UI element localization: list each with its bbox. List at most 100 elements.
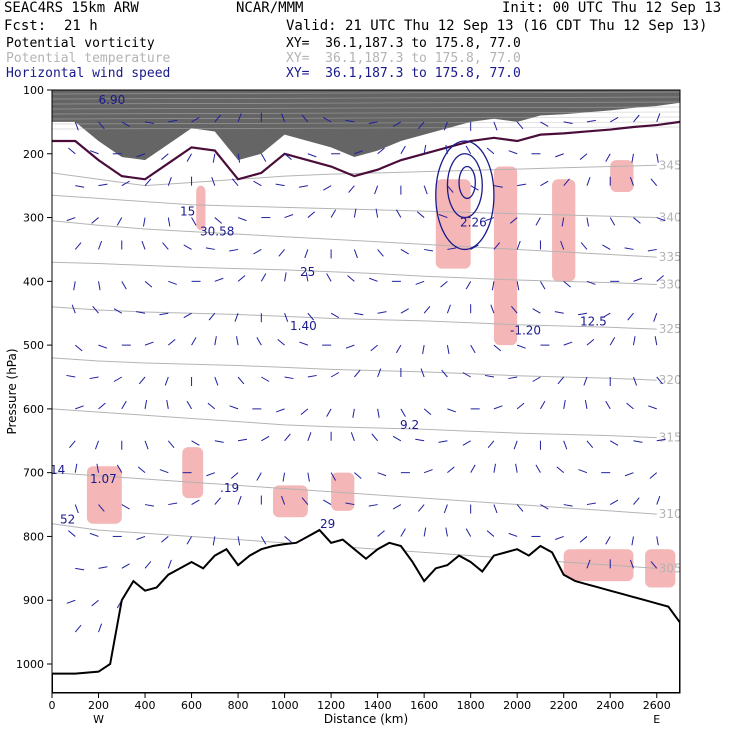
wind-vector [284,313,289,322]
wind-vector [301,114,309,123]
wind-vector [74,121,79,131]
wind-vector [261,376,270,382]
wind-vector [490,304,495,314]
field-extremum-label: 25 [300,265,315,279]
wind-vector [98,183,108,187]
wind-vector [493,504,498,514]
pv-isoline [52,101,680,105]
wind-vector [144,399,148,409]
wind-vector [113,308,123,314]
y-tick-label: 200 [23,148,44,161]
wind-vector [470,464,476,473]
theta-contour [52,164,657,187]
wind-vector [144,280,153,288]
wind-vector [486,530,495,537]
wind-vector [237,275,246,282]
wind-vector [563,341,573,346]
wind-vector [377,368,382,378]
wind-vector [583,376,588,386]
field-theta-name: Potential temperature [6,51,171,66]
wind-vector [465,281,472,290]
wind-vector [278,249,285,257]
wind-vector [353,369,361,378]
wind-vector [305,272,309,282]
field-pv-name: Potential vorticity [6,36,155,51]
wind-vector [256,472,262,481]
wind-vector [462,372,471,378]
wind-vector [374,185,379,195]
field-extremum-label: 1.07 [90,472,117,486]
wind-vector [121,281,127,290]
wind-vector [377,249,384,257]
theta-contour-label: 335 [659,250,682,264]
theta-contour-label: 320 [659,373,682,387]
theta-contour [52,306,657,330]
wind-vector [168,280,177,285]
field-pv-xy: XY= 36.1,187.3 to 175.8, 77.0 [286,36,521,51]
wind-vector [586,119,596,123]
wind-vector [486,147,495,155]
wind-vector [462,440,471,446]
wind-vector [423,306,431,314]
wind-vector [136,535,146,540]
wind-vector [420,368,425,378]
x-tick-label: 400 [135,699,156,712]
wind-vector [540,504,549,510]
field-extremum-label: 29 [320,517,335,531]
wind-vector [446,304,451,314]
wind-vector [354,472,362,479]
field-extremum-label: 1.40 [290,319,317,333]
wind-vector [555,535,564,540]
wind-vector [493,463,496,473]
wind-vector [368,121,378,124]
wind-vector [485,217,495,222]
cloud-patch [272,485,308,518]
wind-vector [647,248,657,252]
wind-vector [214,336,217,346]
wind-vector [167,440,175,448]
wind-vector [377,408,380,418]
wind-vector [556,466,565,474]
wind-vector [330,312,340,319]
wind-vector [563,504,573,507]
wind-vector [540,180,549,187]
wind-vector [66,217,76,222]
wind-vector [113,376,123,382]
wind-vector [144,440,149,450]
wind-vector [74,242,82,250]
wind-vector [656,217,666,222]
wind-vector [508,532,518,537]
wind-vector [513,440,518,450]
field-extremum-label: 12.5 [580,315,607,329]
wind-vector [284,536,292,543]
wind-vector [304,249,309,259]
wind-vector [144,341,154,346]
wind-vector [443,121,448,131]
wind-vector [516,240,521,250]
wind-vector [415,280,425,285]
wind-vector [423,185,428,195]
wind-vector [231,178,239,186]
field-extremum-label: 52 [60,513,75,527]
wind-vector [445,144,448,154]
wind-vector [253,249,262,255]
x-tick-label: 2400 [596,699,624,712]
y-tick-label: 700 [23,467,44,480]
y-tick-label: 1000 [16,658,44,671]
wind-vector [392,435,402,442]
wind-vector [282,472,286,482]
wind-vector [447,466,455,474]
wind-vector [68,530,76,537]
x-tick-label: 1600 [410,699,438,712]
theta-contour-label: 315 [659,431,682,445]
wind-vector [74,504,79,514]
field-extremum-label: 9.2 [400,418,419,432]
wind-vector [650,178,658,186]
wind-vector [66,374,76,378]
wind-vector [137,466,146,474]
wind-vector [493,121,498,131]
wind-vector [555,153,564,158]
wind-vector [186,400,192,410]
max-value-label: 6.90 [99,93,126,107]
wind-vector [89,532,99,537]
